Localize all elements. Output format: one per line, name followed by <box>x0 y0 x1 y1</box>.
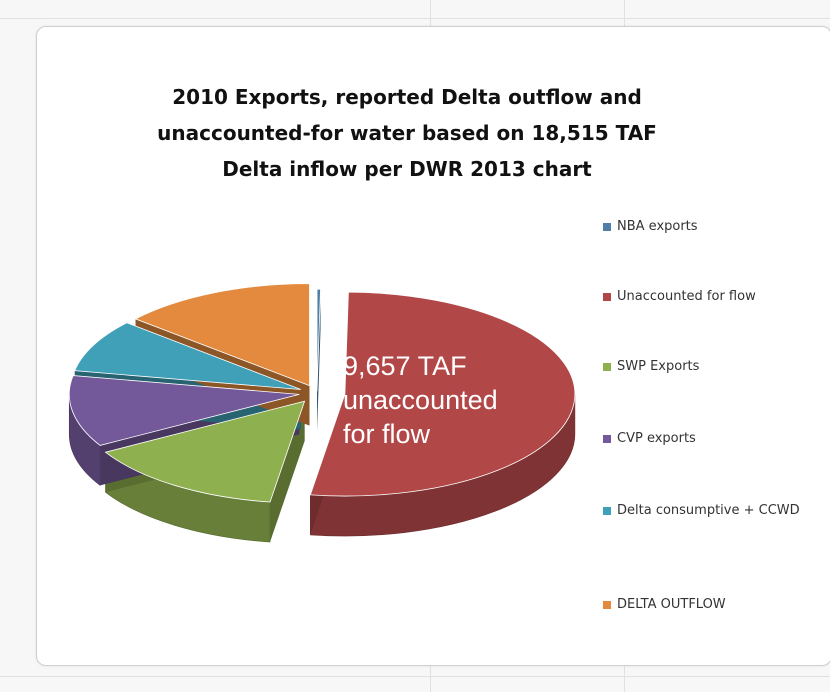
legend-item: CVP exports <box>603 427 823 451</box>
legend-item: NBA exports <box>603 215 823 239</box>
sheet-gridline <box>0 18 830 19</box>
legend-label: Delta consumptive + CCWD <box>617 503 800 518</box>
legend-swatch <box>603 507 611 515</box>
pie-slice-unaccounted-for-flow[interactable] <box>309 291 576 497</box>
legend-label: Unaccounted for flow <box>617 289 756 304</box>
legend-item: Unaccounted for flow <box>603 285 823 309</box>
pie-slice-nba-exports[interactable] <box>316 288 321 392</box>
pie-slice-delta-outflow[interactable] <box>134 283 310 387</box>
legend-item: SWP Exports <box>603 355 823 379</box>
legend-item: DELTA OUTFLOW <box>603 593 823 617</box>
pie-slice-swp-exports[interactable] <box>104 400 306 503</box>
legend-swatch <box>603 601 611 609</box>
pie-slice-tops <box>68 283 576 503</box>
chart-area[interactable]: 2010 Exports, reported Delta outflow and… <box>36 26 830 666</box>
legend-label: DELTA OUTFLOW <box>617 597 726 612</box>
sheet-gridline <box>0 676 830 677</box>
legend-swatch <box>603 435 611 443</box>
legend-swatch <box>603 293 611 301</box>
legend-label: CVP exports <box>617 431 696 446</box>
legend-swatch <box>603 363 611 371</box>
pie-slice-cvp-exports[interactable] <box>68 375 300 446</box>
legend-label: SWP Exports <box>617 359 700 374</box>
pie-slice-delta-consumptive-ccwd[interactable] <box>74 322 301 390</box>
unaccounted-flow-annotation: 9,657 TAF unaccounted for flow <box>343 351 498 449</box>
legend-label: NBA exports <box>617 219 698 234</box>
chart-title: 2010 Exports, reported Delta outflow and… <box>157 85 657 181</box>
pie-plot <box>68 283 576 543</box>
legend-item: Delta consumptive + CCWD <box>603 499 823 523</box>
legend-swatch <box>603 223 611 231</box>
